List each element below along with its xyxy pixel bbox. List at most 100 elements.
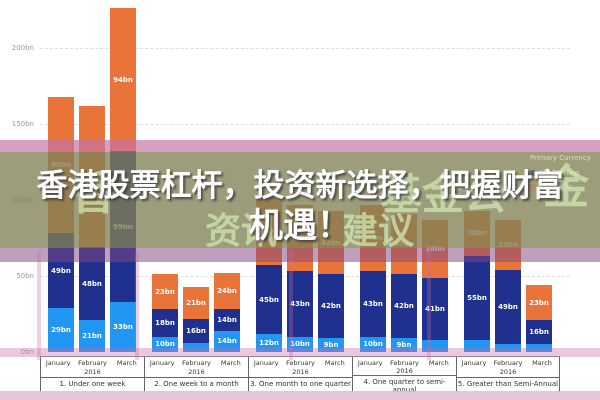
bar-value-label: 41bn	[425, 304, 445, 313]
bar-segment: 94bn	[110, 8, 136, 152]
x-axis-group: January February March 2016 5. Greater than …	[456, 357, 560, 393]
bar-segment: 42bn	[318, 274, 344, 339]
bar-value-label: 48bn	[82, 279, 102, 288]
month-row: January February March	[249, 357, 352, 368]
bar-value-label: 10bn	[290, 340, 310, 349]
bar-segment: 45bn	[256, 265, 282, 334]
bar-segment: 10bn	[287, 336, 313, 352]
bar-segment: 24bn	[214, 272, 240, 310]
bar-value-label: 94bn	[113, 75, 133, 84]
x-axis-group: January February March 2016 4. One quarter t…	[352, 357, 456, 394]
bar-segment: 33bn	[110, 301, 136, 352]
duration-group-label: 5. Greater than Semi-Annual	[457, 377, 559, 393]
month-label: March	[324, 359, 345, 367]
x-axis-group: January February March 2016 3. One month to …	[248, 357, 352, 393]
headline-line1: 香港股票杠杆，投资新选择，把握财富	[36, 168, 564, 204]
bar-segment	[526, 344, 552, 352]
bar-segment: 29bn	[48, 307, 74, 352]
bar-segment: 16bn	[183, 318, 209, 343]
bar-value-label: 23bn	[155, 287, 175, 296]
bar-segment: 10bn	[360, 336, 386, 352]
bar-value-label: 43bn	[290, 300, 310, 309]
month-row: January February March	[353, 357, 456, 367]
month-label: February	[390, 359, 419, 367]
y-axis-tick-label: 200bn	[11, 44, 34, 52]
gridline	[40, 124, 570, 125]
x-axis-group: January February March 2016 1. Under one wee…	[40, 357, 144, 393]
bar-value-label: 49bn	[51, 266, 71, 275]
y-axis-tick-label: 0bn	[20, 348, 34, 356]
month-label: March	[428, 359, 449, 367]
month-label: January	[461, 359, 487, 367]
bar-segment: 55bn	[464, 256, 490, 340]
bar-segment: 23bn	[526, 285, 552, 321]
watermark-vstrip	[135, 250, 139, 360]
bar-value-label: 33bn	[113, 322, 133, 331]
year-label: 2016	[188, 368, 205, 376]
month-label: February	[493, 359, 523, 367]
bar-value-label: 12bn	[259, 338, 279, 347]
bar-value-label: 55bn	[467, 294, 487, 303]
bar-segment: 16bn	[526, 320, 552, 345]
bar-value-label: 42bn	[394, 302, 414, 311]
month-label: January	[149, 359, 175, 367]
bar-segment: 18bn	[152, 309, 178, 337]
month-label: January	[357, 359, 383, 367]
month-label: March	[116, 359, 137, 367]
bar-value-label: 49bn	[498, 303, 518, 312]
watermark-vstrip	[289, 250, 293, 360]
bar-value-label: 21bn	[186, 298, 206, 307]
bar-value-label: 29bn	[51, 325, 71, 334]
bar-value-label: 16bn	[529, 328, 549, 337]
bar-segment: 48bn	[79, 247, 105, 321]
bar-value-label: 9bn	[323, 341, 339, 350]
month-label: February	[78, 359, 107, 367]
year-label: 2016	[499, 368, 517, 376]
bar-value-label: 42bn	[321, 302, 341, 311]
month-label: March	[532, 359, 552, 367]
bar-value-label: 14bn	[217, 337, 237, 346]
bar-segment: 21bn	[79, 320, 105, 352]
x-axis-group: January February March 2016 2. One week to a…	[144, 357, 248, 393]
x-axis: January February March 2016 1. Under one wee…	[40, 356, 560, 394]
bar-segment	[422, 339, 448, 352]
bar-value-label: 24bn	[217, 287, 237, 296]
bar-value-label: 14bn	[217, 316, 237, 325]
duration-group-label: 2. One week to a month	[145, 377, 248, 393]
bar-value-label: 10bn	[155, 340, 175, 349]
watermark-vstrip	[427, 250, 431, 360]
headline: 香港股票杠杆，投资新选择，把握财富 机遇！	[0, 166, 600, 245]
bar-segment: 9bn	[391, 338, 417, 352]
bar-value-label: 45bn	[259, 295, 279, 304]
month-label: February	[182, 359, 211, 367]
month-label: January	[45, 359, 71, 367]
year-label: 2016	[84, 368, 101, 376]
month-label: March	[220, 359, 241, 367]
bar-segment: 10bn	[152, 336, 178, 352]
bar-segment: 9bn	[318, 338, 344, 352]
bar-segment: 41bn	[422, 277, 448, 340]
month-row: January February March	[457, 357, 559, 368]
bar-segment: 43bn	[287, 271, 313, 337]
bar-value-label: 23bn	[529, 298, 549, 307]
y-axis-tick-label: 150bn	[11, 120, 34, 128]
month-row: January February March	[145, 357, 248, 368]
month-row: January February March	[41, 357, 144, 368]
bar-value-label: 16bn	[186, 326, 206, 335]
duration-group-label: 3. One month to one quarter	[249, 377, 352, 393]
month-label: January	[253, 359, 279, 367]
month-label: February	[286, 359, 315, 367]
bar-value-label: 21bn	[82, 332, 102, 341]
headline-line2: 机遇！	[249, 205, 351, 246]
y-axis-tick-label: 50bn	[16, 272, 34, 280]
year-label: 2016	[396, 367, 413, 375]
bar-segment: 14bn	[214, 330, 240, 352]
duration-group-label: 4. One quarter to semi-annual	[353, 375, 456, 394]
bar-segment	[464, 339, 490, 352]
bar-value-label: 18bn	[155, 319, 175, 328]
year-label: 2016	[292, 368, 309, 376]
bar-segment: 43bn	[360, 271, 386, 337]
duration-group-label: 1. Under one week	[41, 377, 144, 393]
bar-value-label: 43bn	[363, 300, 383, 309]
